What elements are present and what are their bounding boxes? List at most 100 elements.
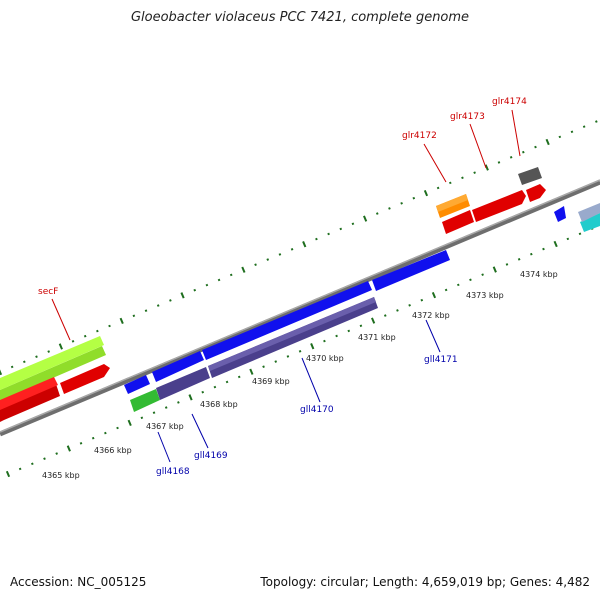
gene-gll4170[interactable]	[202, 281, 372, 360]
outer-tick	[119, 317, 124, 325]
inner-tick	[469, 278, 472, 282]
inner-tick	[431, 291, 437, 299]
inner-tick	[104, 431, 107, 435]
gene-grey[interactable]	[518, 167, 542, 185]
outer-tick	[169, 299, 172, 302]
inner-tick	[481, 273, 484, 276]
outer-tick	[278, 253, 282, 256]
outer-tick	[229, 273, 233, 277]
gene-forward-red-1[interactable]	[0, 384, 60, 422]
inner-tick	[408, 304, 411, 307]
outer-tick	[0, 369, 3, 376]
outer-tick-ring	[0, 120, 598, 376]
inner-tick	[542, 247, 545, 251]
gene-blue-4[interactable]	[372, 250, 450, 291]
inner-tick	[116, 426, 119, 430]
inner-tick	[578, 232, 582, 236]
gene-label-gll4171[interactable]: gll4171	[424, 355, 458, 365]
inner-tick	[152, 411, 156, 414]
gene-forward-red-3[interactable]	[442, 210, 474, 234]
accession-text: Accession: NC_005125	[10, 575, 147, 589]
outer-tick	[339, 227, 343, 231]
gene-secF[interactable]	[0, 346, 106, 402]
outer-tick	[266, 258, 270, 261]
scale-label-4369: 4369 kbp	[252, 377, 290, 386]
outer-tick	[132, 314, 136, 318]
outer-tick	[23, 360, 26, 364]
gene-label-secF[interactable]: secF	[38, 287, 58, 297]
scale-label-4371: 4371 kbp	[358, 333, 396, 342]
scale-label-4367: 4367 kbp	[146, 422, 184, 431]
outer-tick	[497, 161, 501, 164]
outer-tick	[71, 340, 75, 343]
outer-tick	[375, 212, 379, 215]
gene-forward-blue-small[interactable]	[554, 206, 566, 222]
inner-tick	[517, 258, 521, 261]
inner-tick	[347, 329, 351, 333]
outer-tick	[254, 263, 257, 266]
gene-glr4174[interactable]	[526, 184, 546, 202]
outer-tick	[522, 150, 525, 154]
inner-tick	[201, 390, 205, 394]
outer-tick	[570, 130, 574, 134]
scale-label-4368: 4368 kbp	[200, 400, 238, 409]
scale-label-4365: 4365 kbp	[42, 471, 80, 480]
inner-tick	[66, 445, 71, 452]
gene-gll4169[interactable]	[156, 367, 210, 400]
outer-tick	[205, 283, 209, 287]
inner-tick	[31, 462, 34, 466]
outer-tick	[461, 176, 464, 180]
outer-tick	[315, 237, 318, 241]
map-title: Gloeobacter violaceus PCC 7421, complete…	[130, 10, 470, 25]
gene-label-glr4174[interactable]: glr4174	[492, 97, 527, 107]
gene-cyan[interactable]	[580, 213, 600, 232]
outer-tick	[302, 241, 307, 248]
outer-tick	[351, 222, 355, 226]
outer-tick	[412, 196, 416, 200]
reverse-gene-labels: gll4168 gll4169 gll4170 gll4171	[156, 355, 458, 477]
gene-glr4173[interactable]	[472, 190, 526, 222]
inner-tick	[323, 339, 326, 343]
gene-label-gll4170[interactable]: gll4170	[300, 405, 334, 415]
inner-tick	[249, 368, 254, 375]
outer-tick	[144, 309, 148, 312]
outer-tick	[595, 120, 598, 123]
inner-tick	[420, 298, 424, 302]
inner-tick	[566, 237, 570, 241]
outer-tick	[363, 215, 368, 222]
gene-label-gll4168[interactable]: gll4168	[156, 467, 190, 477]
outer-tick	[448, 181, 452, 185]
inner-tick	[55, 452, 58, 455]
inner-tick	[213, 385, 217, 389]
outer-tick	[327, 232, 330, 236]
scale-label-4372: 4372 kbp	[412, 311, 450, 320]
outer-tick	[217, 278, 221, 282]
inner-tick	[371, 317, 376, 324]
outer-tick	[47, 350, 50, 353]
outer-tick	[423, 189, 429, 197]
forward-genes	[0, 167, 600, 422]
scale-label-4373: 4373 kbp	[466, 291, 504, 300]
gene-blue-2[interactable]	[152, 351, 204, 382]
outer-tick	[108, 324, 111, 328]
inner-tick	[492, 266, 497, 273]
gene-label-gll4169[interactable]: gll4169	[194, 451, 228, 461]
gene-label-glr4173[interactable]: glr4173	[450, 112, 485, 122]
gene-blue-1[interactable]	[124, 375, 150, 394]
outer-tick	[400, 202, 403, 205]
gene-label-glr4172[interactable]: glr4172	[402, 131, 437, 141]
outer-tick	[582, 125, 586, 128]
forward-gene-labels: secF glr4172 glr4173 glr4174	[38, 97, 527, 297]
scale-label-4366: 4366 kbp	[94, 446, 132, 455]
gene-forward-red-2[interactable]	[60, 364, 110, 394]
inner-tick	[140, 416, 144, 420]
inner-tick	[274, 360, 278, 363]
scale-label-4370: 4370 kbp	[306, 354, 344, 363]
outer-tick	[484, 164, 489, 171]
genome-backbone	[0, 179, 600, 437]
outer-tick	[10, 365, 14, 369]
gene-gll4168[interactable]	[130, 389, 160, 412]
inner-tick	[177, 401, 180, 404]
inner-tick	[553, 240, 558, 248]
outer-tick	[241, 266, 246, 273]
